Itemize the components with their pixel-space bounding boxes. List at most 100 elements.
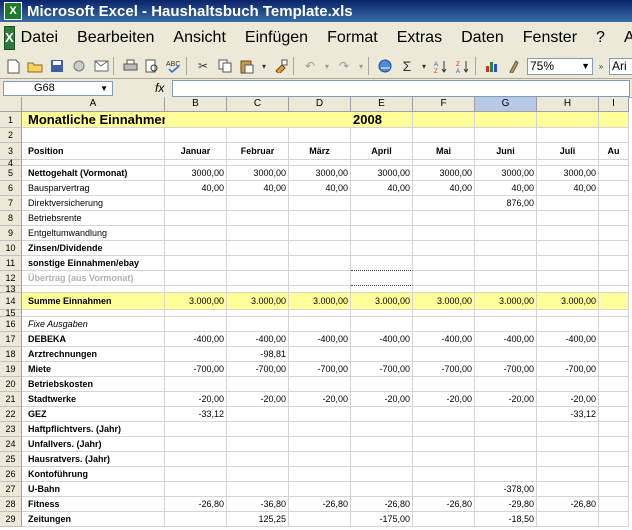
drawing-icon[interactable] [505,57,523,75]
data-cell[interactable] [599,362,629,377]
row-header[interactable]: 3 [0,143,22,160]
data-cell[interactable]: -20,00 [351,392,413,407]
row-label-cell[interactable]: DEBEKA [22,332,165,347]
row-label-cell[interactable]: Betriebsrente [22,211,165,226]
data-cell[interactable] [227,128,289,143]
data-cell[interactable]: April [351,143,413,160]
row-header[interactable]: 8 [0,211,22,226]
data-cell[interactable] [165,467,227,482]
data-cell[interactable] [289,160,351,166]
data-cell[interactable]: 3.000,00 [289,293,351,310]
data-cell[interactable]: -700,00 [351,362,413,377]
data-cell[interactable] [413,128,475,143]
data-cell[interactable]: 3000,00 [475,166,537,181]
data-cell[interactable]: -20,00 [289,392,351,407]
data-cell[interactable] [413,482,475,497]
menu-datei[interactable]: Datei [20,29,59,46]
undo-dropdown-icon[interactable]: ▾ [324,61,329,71]
row-label-cell[interactable] [22,128,165,143]
data-cell[interactable] [475,347,537,362]
data-cell[interactable] [165,437,227,452]
data-cell[interactable] [475,256,537,271]
data-cell[interactable] [413,112,475,128]
row-header[interactable]: 24 [0,437,22,452]
data-cell[interactable] [599,377,629,392]
data-cell[interactable]: -20,00 [165,392,227,407]
data-cell[interactable] [599,128,629,143]
row-label-cell[interactable]: Bausparvertrag [22,181,165,196]
data-cell[interactable] [227,377,289,392]
row-header[interactable]: 26 [0,467,22,482]
column-header-f[interactable]: F [413,97,475,112]
data-cell[interactable] [227,271,289,286]
data-cell[interactable] [537,422,599,437]
data-cell[interactable] [475,467,537,482]
data-cell[interactable] [599,226,629,241]
data-cell[interactable] [599,310,629,317]
row-header[interactable]: 4 [0,159,22,168]
data-cell[interactable]: Mai [413,143,475,160]
format-painter-icon[interactable] [272,57,290,75]
row-header[interactable]: 12 [0,271,22,286]
row-label-cell[interactable]: Arztrechnungen [22,347,165,362]
row-label-cell[interactable]: Zeitungen [22,512,165,527]
data-cell[interactable]: -400,00 [475,332,537,347]
menu-daten[interactable]: Daten [461,29,504,46]
row-header[interactable]: 19 [0,362,22,377]
data-cell[interactable] [227,310,289,317]
data-cell[interactable]: -20,00 [537,392,599,407]
data-cell[interactable] [165,241,227,256]
data-cell[interactable] [165,482,227,497]
new-file-icon[interactable] [4,57,22,75]
data-cell[interactable] [289,407,351,422]
data-cell[interactable]: -400,00 [227,332,289,347]
data-cell[interactable] [289,452,351,467]
data-cell[interactable] [351,422,413,437]
data-cell[interactable]: -175,00 [351,512,413,527]
data-cell[interactable] [413,512,475,527]
data-cell[interactable]: 3.000,00 [475,293,537,310]
data-cell[interactable] [599,286,629,293]
data-cell[interactable]: 3000,00 [413,166,475,181]
row-label-cell[interactable]: Entgeltumwandlung [22,226,165,241]
menu-format[interactable]: Format [327,29,378,46]
column-header-h[interactable]: H [537,97,599,112]
data-cell[interactable] [475,310,537,317]
data-cell[interactable] [227,437,289,452]
row-label-cell[interactable]: Monatliche Einnahmen und Ausgaben [22,112,263,128]
data-cell[interactable] [289,422,351,437]
name-box[interactable]: G68 ▼ [3,80,113,96]
data-cell[interactable]: 125,25 [227,512,289,527]
data-cell[interactable] [413,347,475,362]
data-cell[interactable] [351,160,413,166]
data-cell[interactable] [475,422,537,437]
data-cell[interactable]: -20,00 [413,392,475,407]
data-cell[interactable] [413,407,475,422]
row-label-cell[interactable]: U-Bahn [22,482,165,497]
data-cell[interactable]: -20,00 [475,392,537,407]
data-cell[interactable] [227,317,289,332]
data-cell[interactable] [413,467,475,482]
data-cell[interactable] [165,256,227,271]
data-cell[interactable]: 3.000,00 [227,293,289,310]
data-cell[interactable]: 3.000,00 [351,293,413,310]
menu-fenster[interactable]: Fenster [522,29,578,46]
row-label-cell[interactable]: Haftpflichtvers. (Jahr) [22,422,165,437]
data-cell[interactable]: 3000,00 [165,166,227,181]
data-cell[interactable]: -700,00 [537,362,599,377]
data-cell[interactable]: 40,00 [351,181,413,196]
data-cell[interactable] [475,377,537,392]
data-cell[interactable]: -700,00 [475,362,537,377]
data-cell[interactable] [351,286,413,293]
data-cell[interactable] [289,317,351,332]
data-cell[interactable]: Januar [165,143,227,160]
row-label-cell[interactable]: Miete [22,362,165,377]
column-header-b[interactable]: B [165,97,227,112]
workbook-icon[interactable]: X [4,26,15,50]
data-cell[interactable] [475,317,537,332]
data-cell[interactable] [537,256,599,271]
data-cell[interactable] [289,310,351,317]
data-cell[interactable] [227,241,289,256]
row-label-cell[interactable]: Stadtwerke [22,392,165,407]
